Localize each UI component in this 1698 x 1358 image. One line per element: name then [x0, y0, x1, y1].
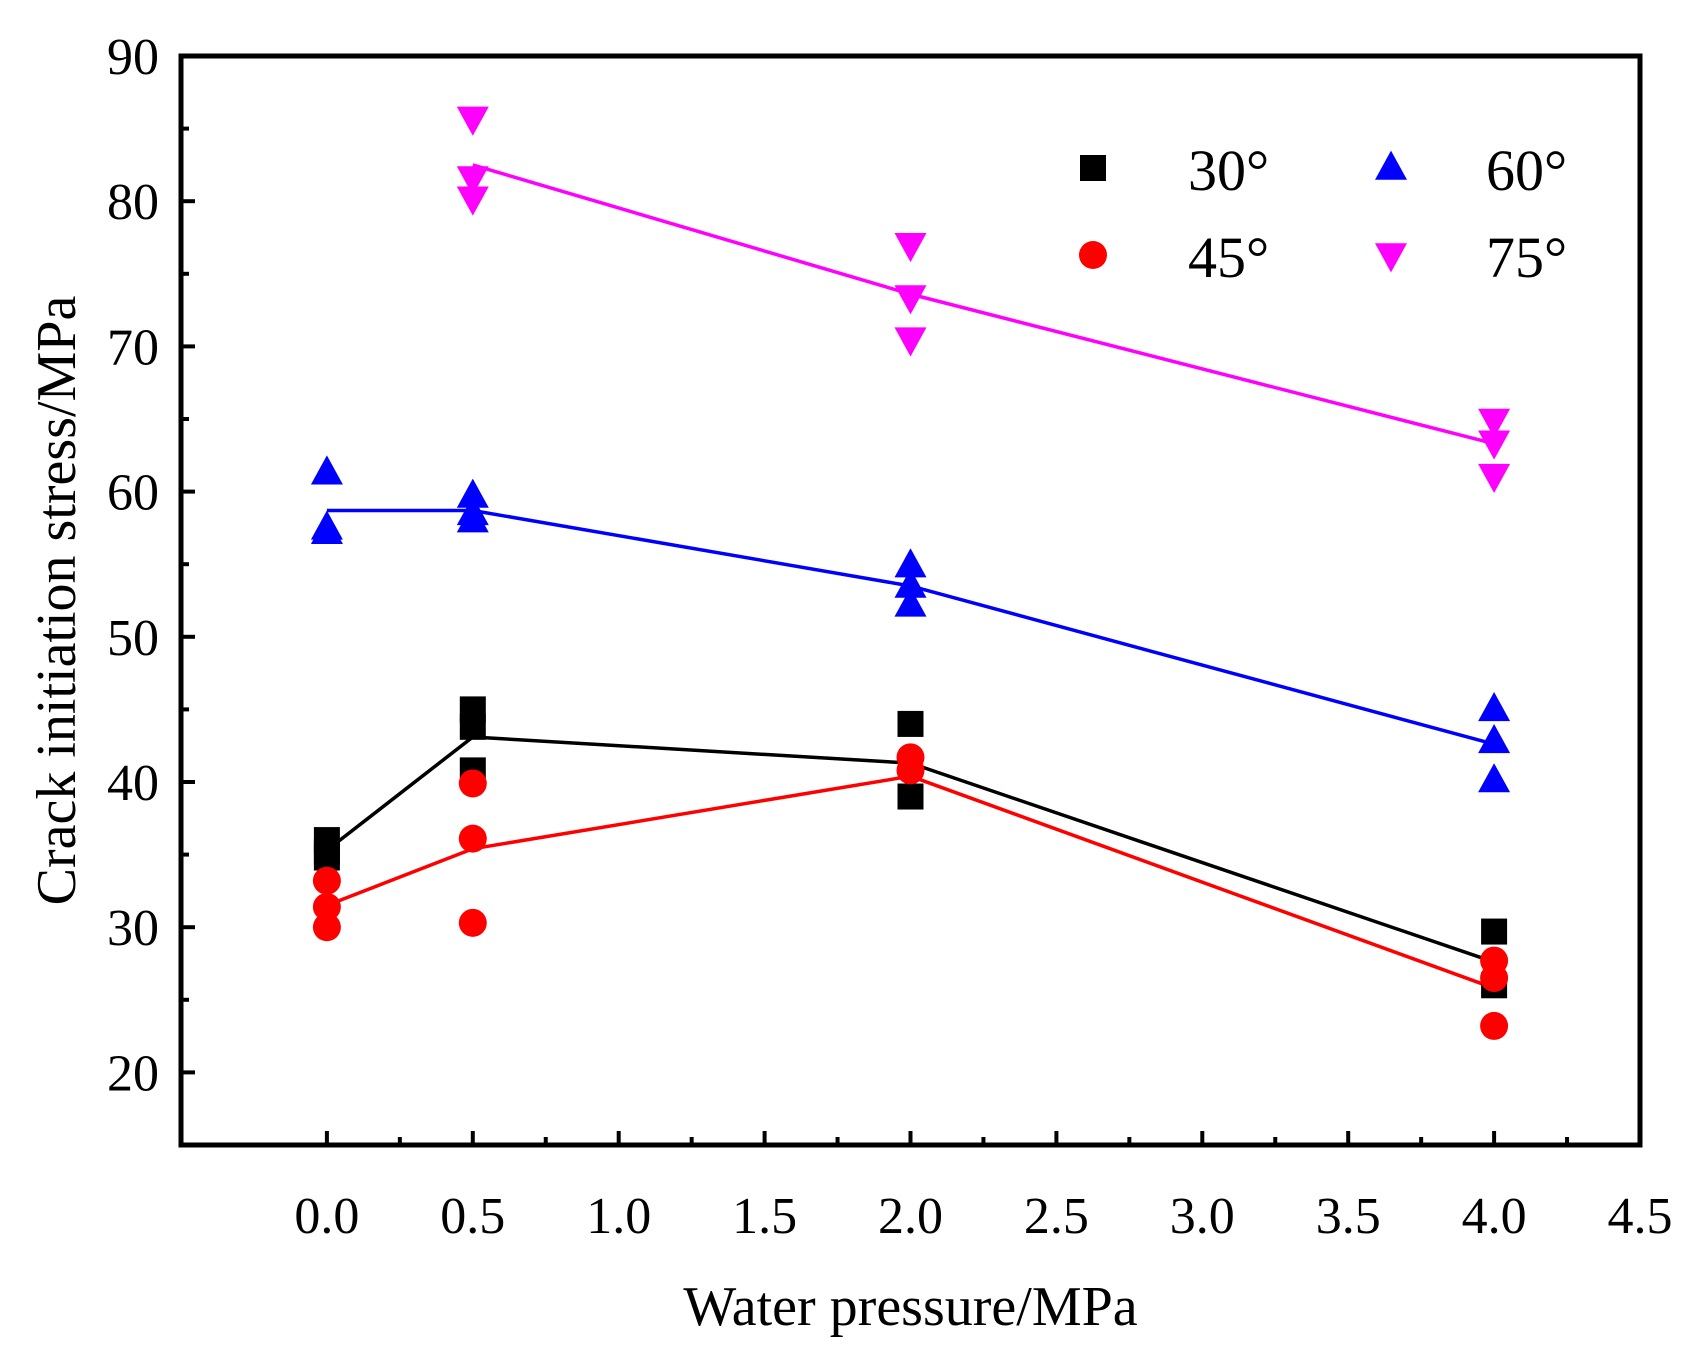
data-point-60	[456, 503, 489, 533]
data-point-30	[313, 844, 340, 871]
y-axis-title: Crack initiation stress/MPa	[26, 296, 88, 906]
data-markers	[310, 106, 1511, 1040]
data-point-45	[312, 866, 341, 895]
data-point-30	[1481, 918, 1508, 945]
x-tick-label: 4.0	[1462, 1188, 1527, 1245]
x-tick-label: 2.5	[1024, 1188, 1089, 1245]
x-axis-ticks: 0.0 0.5 1.0 1.5 2.0 2.5 3.0 3.5 4.0 4.5	[294, 1131, 1673, 1245]
data-point-60	[894, 548, 927, 578]
x-tick-label: 1.0	[586, 1188, 651, 1245]
data-point-30	[897, 783, 924, 810]
data-point-60	[310, 514, 343, 545]
data-point-30	[459, 713, 486, 740]
fit-line-45	[326, 774, 1495, 990]
data-point-60	[310, 455, 343, 485]
data-point-30	[897, 710, 924, 737]
data-point-75	[1478, 463, 1511, 493]
data-point-75	[894, 233, 927, 263]
data-point-45	[1480, 964, 1509, 993]
y-tick-label: 20	[107, 1045, 159, 1102]
data-point-75	[894, 327, 927, 357]
y-tick-label: 80	[107, 174, 159, 231]
y-tick-label: 90	[107, 29, 159, 86]
data-point-45	[312, 892, 341, 921]
data-point-45	[458, 769, 487, 798]
legend-marker-30	[1080, 155, 1106, 181]
legend-marker-45	[1079, 241, 1107, 269]
data-point-60	[1478, 723, 1511, 754]
data-point-75	[1478, 430, 1511, 460]
data-point-75	[894, 285, 927, 315]
data-point-75	[456, 166, 489, 196]
legend: 30° 45° 60° 75°	[1079, 138, 1567, 290]
x-tick-label: 3.5	[1316, 1188, 1381, 1245]
data-point-45	[1480, 1011, 1509, 1040]
y-tick-label: 40	[107, 755, 159, 812]
data-point-75	[1478, 408, 1511, 438]
y-tick-label: 30	[107, 900, 159, 957]
legend-label-45: 45°	[1188, 225, 1269, 290]
data-point-45	[896, 756, 925, 785]
legend-label-60: 60°	[1486, 138, 1567, 203]
legend-marker-60	[1375, 150, 1407, 180]
legend-marker-75	[1375, 243, 1407, 273]
data-point-60	[456, 478, 489, 508]
fit-line-60	[326, 508, 1495, 746]
fit-lines	[325, 163, 1495, 990]
y-tick-label: 50	[107, 610, 159, 667]
x-tick-label: 2.0	[878, 1188, 943, 1245]
data-point-60	[894, 568, 927, 598]
x-tick-label: 0.0	[294, 1188, 359, 1245]
data-point-60	[1478, 692, 1511, 722]
data-point-45	[312, 913, 341, 942]
y-tick-label: 60	[107, 465, 159, 522]
data-point-45	[458, 908, 487, 937]
legend-label-30: 30°	[1188, 138, 1269, 203]
y-axis-ticks: 20 30 40 50 60 70 80 90	[107, 29, 195, 1147]
data-point-60	[1478, 763, 1511, 793]
data-point-45	[458, 824, 487, 853]
x-tick-label: 0.5	[440, 1188, 505, 1245]
data-point-60	[894, 587, 927, 617]
fit-line-30	[325, 735, 1495, 964]
legend-label-75: 75°	[1486, 225, 1567, 290]
x-tick-label: 3.0	[1170, 1188, 1235, 1245]
x-axis-title: Water pressure/MPa	[683, 1276, 1137, 1338]
data-point-75	[456, 106, 489, 136]
x-tick-label: 4.5	[1608, 1188, 1673, 1245]
y-tick-label: 70	[107, 319, 159, 376]
fit-line-75	[472, 163, 1495, 446]
x-tick-label: 1.5	[732, 1188, 797, 1245]
data-point-75	[456, 186, 489, 216]
